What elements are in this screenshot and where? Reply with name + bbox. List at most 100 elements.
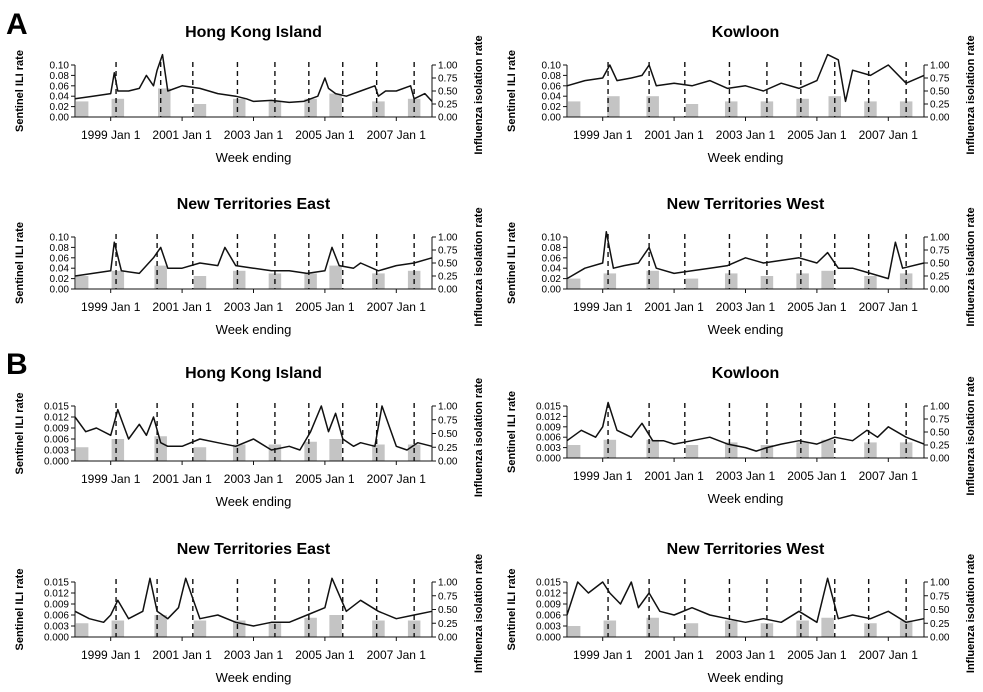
- x-tick-label: 2007 Jan 1: [367, 648, 427, 662]
- x-tick-label: 2007 Jan 1: [367, 128, 427, 142]
- isolation-bar: [193, 276, 207, 289]
- y2-tick-label: 0.75: [930, 74, 950, 85]
- chart-title: Kowloon: [712, 365, 780, 382]
- chart-title: Kowloon: [712, 24, 780, 41]
- y-tick-label: 0.02: [50, 102, 70, 113]
- isolation-bar: [796, 273, 809, 289]
- y-tick-label: 0.006: [536, 611, 561, 622]
- y-tick-label: 0.00: [50, 113, 70, 124]
- y-axis-label: Sentinel ILI rate: [506, 391, 518, 473]
- isolation-bar: [232, 444, 246, 461]
- x-tick-label: 2003 Jan 1: [224, 128, 284, 142]
- y-tick-label: 0.006: [44, 435, 69, 446]
- x-tick-label: 1999 Jan 1: [573, 469, 633, 483]
- isolation-bar: [796, 620, 809, 637]
- y-axis-label: Sentinel ILI rate: [506, 569, 518, 651]
- isolation-bar: [724, 273, 738, 289]
- y-tick-label: 0.012: [536, 412, 561, 423]
- isolation-bar: [724, 101, 738, 117]
- y-tick-label: 0.08: [542, 71, 562, 82]
- y-tick-label: 0.10: [50, 61, 70, 72]
- y-tick-label: 0.08: [50, 71, 70, 82]
- isolation-bar: [268, 623, 282, 637]
- isolation-bar: [329, 439, 342, 461]
- isolation-bar: [304, 98, 317, 117]
- x-tick-label: 1999 Jan 1: [573, 300, 633, 314]
- chart-1: Hong Kong Island0.000.020.040.060.080.10…: [14, 24, 485, 165]
- isolation-bar: [329, 265, 342, 289]
- isolation-bar: [304, 617, 317, 637]
- y-tick-label: 0.003: [44, 622, 69, 633]
- isolation-bar: [329, 93, 342, 117]
- isolation-bar: [864, 276, 877, 289]
- y-tick-label: 0.000: [44, 633, 69, 644]
- x-tick-label: 1999 Jan 1: [81, 648, 141, 662]
- isolation-bar: [724, 442, 738, 458]
- x-tick-label: 2003 Jan 1: [716, 648, 776, 662]
- y-tick-label: 0.009: [536, 600, 561, 611]
- isolation-bar: [111, 620, 125, 637]
- y-axis-label: Sentinel ILI rate: [506, 50, 518, 132]
- y-tick-label: 0.009: [44, 424, 69, 435]
- y2-tick-label: 0.00: [930, 633, 950, 644]
- y-tick-label: 0.08: [542, 243, 562, 254]
- x-tick-label: 2005 Jan 1: [295, 128, 355, 142]
- x-tick-label: 2003 Jan 1: [224, 472, 284, 486]
- ili-line: [74, 405, 433, 451]
- y2-axis-label: Influenza isolation rate: [965, 376, 977, 495]
- y-tick-label: 0.04: [50, 264, 70, 275]
- chart-5: Hong Kong Island0.0000.0030.0060.0090.01…: [14, 365, 485, 509]
- chart-title: New Territories East: [177, 541, 331, 558]
- ili-line: [74, 241, 433, 277]
- x-tick-label: 2005 Jan 1: [787, 648, 847, 662]
- y2-axis-label: Influenza isolation rate: [965, 554, 977, 673]
- x-tick-label: 1999 Jan 1: [81, 472, 141, 486]
- x-tick-label: 2003 Jan 1: [716, 300, 776, 314]
- x-axis-label: Week ending: [216, 322, 292, 337]
- y2-tick-label: 1.00: [438, 61, 458, 72]
- isolation-bar: [75, 276, 89, 289]
- isolation-bar: [567, 278, 581, 289]
- y2-tick-label: 0.50: [438, 605, 458, 616]
- y2-tick-label: 0.25: [930, 619, 950, 630]
- isolation-bar: [567, 101, 581, 117]
- y2-tick-label: 0.00: [438, 633, 458, 644]
- y2-axis-label: Influenza isolation rate: [965, 207, 977, 326]
- y-tick-label: 0.015: [44, 578, 69, 589]
- y2-axis-label: Influenza isolation rate: [473, 554, 485, 673]
- x-tick-label: 1999 Jan 1: [573, 128, 633, 142]
- x-tick-label: 2005 Jan 1: [787, 300, 847, 314]
- y-tick-label: 0.00: [542, 113, 562, 124]
- x-tick-label: 2003 Jan 1: [224, 648, 284, 662]
- isolation-bar: [685, 445, 699, 458]
- y2-tick-label: 0.50: [438, 87, 458, 98]
- y-tick-label: 0.10: [542, 233, 562, 244]
- x-tick-label: 2001 Jan 1: [152, 128, 212, 142]
- y2-tick-label: 0.75: [930, 591, 950, 602]
- charts-container: Hong Kong Island0.000.020.040.060.080.10…: [14, 24, 977, 685]
- y2-axis-label: Influenza isolation rate: [965, 35, 977, 154]
- y-tick-label: 0.006: [536, 433, 561, 444]
- x-axis-label: Week ending: [216, 670, 292, 685]
- y2-tick-label: 0.00: [438, 285, 458, 296]
- x-tick-label: 2005 Jan 1: [295, 472, 355, 486]
- chart-4: New Territories West0.000.020.040.060.08…: [506, 196, 977, 337]
- x-tick-label: 2007 Jan 1: [367, 472, 427, 486]
- isolation-bar: [567, 626, 581, 637]
- isolation-bar: [75, 101, 89, 117]
- isolation-bar: [75, 447, 89, 461]
- y-tick-label: 0.015: [536, 402, 561, 413]
- isolation-bar: [232, 98, 246, 117]
- y2-tick-label: 1.00: [438, 578, 458, 589]
- ili-line: [566, 231, 925, 280]
- x-tick-label: 2003 Jan 1: [716, 128, 776, 142]
- x-tick-label: 2007 Jan 1: [859, 128, 919, 142]
- isolation-bar: [232, 270, 246, 289]
- chart-title: New Territories West: [667, 541, 825, 558]
- isolation-bar: [646, 270, 659, 289]
- y-axis-label: Sentinel ILI rate: [14, 50, 26, 132]
- y2-axis-label: Influenza isolation rate: [473, 35, 485, 154]
- chart-7: New Territories East 0.0000.0030.0060.009…: [14, 541, 485, 685]
- y2-tick-label: 0.00: [930, 285, 950, 296]
